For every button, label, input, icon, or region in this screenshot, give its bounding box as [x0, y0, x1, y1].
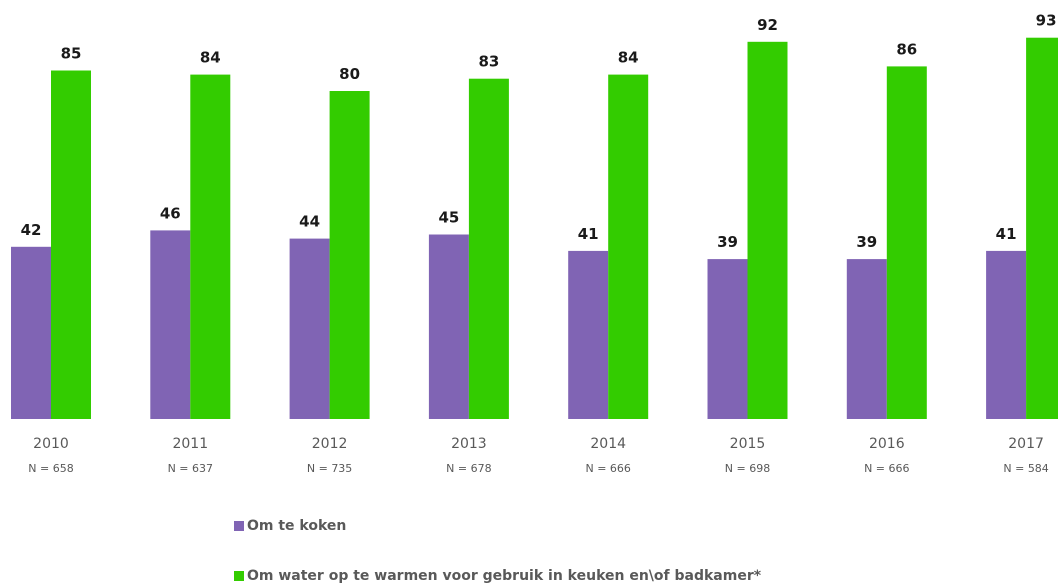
- bar-koken-2012: [289, 238, 330, 419]
- legend-swatch-water: [234, 571, 244, 581]
- sample-size-label: N = 658: [28, 462, 73, 475]
- chart-legend: Om te koken Om water op te warmen voor g…: [234, 516, 761, 586]
- legend-item-koken: Om te koken: [234, 516, 761, 536]
- bar-value-label: 44: [299, 213, 320, 231]
- bar-value-label: 93: [1036, 12, 1057, 30]
- legend-label-water: Om water op te warmen voor gebruik in ke…: [247, 568, 762, 584]
- x-tick-label: 2013: [451, 436, 487, 452]
- bar-value-label: 39: [856, 233, 877, 251]
- x-tick-label: 2016: [869, 436, 905, 452]
- bar-water-2016: [886, 66, 927, 420]
- bar-koken-2014: [568, 250, 609, 419]
- bar-koken-2017: [986, 250, 1027, 419]
- bar-value-label: 83: [478, 53, 499, 71]
- bar-value-label: 46: [160, 204, 181, 222]
- bar-water-2014: [608, 74, 649, 419]
- bar-koken-2016: [846, 259, 887, 419]
- bar-koken-2013: [428, 234, 469, 419]
- bar-value-label: 42: [21, 221, 42, 239]
- x-tick-label: 2015: [730, 436, 766, 452]
- legend-label-koken: Om te koken: [247, 518, 347, 534]
- sample-size-label: N = 637: [168, 462, 213, 475]
- bar-value-label: 86: [896, 40, 917, 58]
- sample-size-label: N = 678: [446, 462, 491, 475]
- bar-water-2017: [1026, 37, 1058, 419]
- bar-water-2013: [468, 78, 509, 419]
- x-tick-label: 2017: [1008, 436, 1044, 452]
- bar-value-label: 45: [438, 209, 459, 227]
- bar-value-label: 84: [200, 49, 221, 67]
- x-tick-label: 2010: [33, 436, 69, 452]
- bar-koken-2015: [707, 259, 748, 419]
- bar-value-label: 41: [578, 225, 599, 243]
- bar-koken-2010: [11, 246, 51, 419]
- sample-size-label: N = 666: [585, 462, 630, 475]
- bar-chart: 42 85 2010 N = 658 46 84 2011 N = 637 44 80 2012 N …: [11, 12, 1058, 475]
- bar-value-label: 80: [339, 65, 360, 83]
- legend-item-water: Om water op te warmen voor gebruik in ke…: [234, 566, 761, 586]
- sample-size-label: N = 735: [307, 462, 352, 475]
- bar-value-label: 84: [618, 49, 639, 67]
- bar-water-2011: [190, 74, 231, 419]
- sample-size-label: N = 666: [864, 462, 909, 475]
- bar-value-label: 39: [717, 233, 738, 251]
- bar-value-label: 92: [757, 16, 778, 34]
- bar-water-2012: [329, 91, 370, 419]
- bar-value-label: 41: [996, 225, 1017, 243]
- bar-value-label: 85: [61, 45, 82, 63]
- x-tick-label: 2011: [172, 436, 208, 452]
- sample-size-label: N = 698: [725, 462, 770, 475]
- x-tick-label: 2014: [590, 436, 626, 452]
- bar-water-2015: [747, 41, 788, 420]
- bar-koken-2011: [150, 230, 191, 419]
- x-tick-label: 2012: [312, 436, 348, 452]
- bar-water-2010: [51, 70, 91, 419]
- sample-size-label: N = 584: [1003, 462, 1048, 475]
- legend-swatch-koken: [234, 521, 244, 531]
